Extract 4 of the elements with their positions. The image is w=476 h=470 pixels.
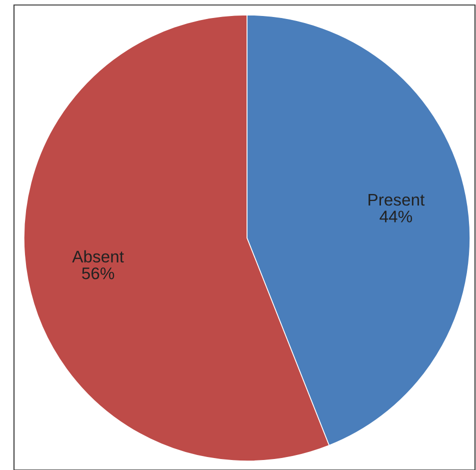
data-label: 44% [380,210,412,222]
slice-label: Absent [72,250,124,263]
slice-label: Present [368,194,425,206]
data-label: 56% [82,267,114,280]
